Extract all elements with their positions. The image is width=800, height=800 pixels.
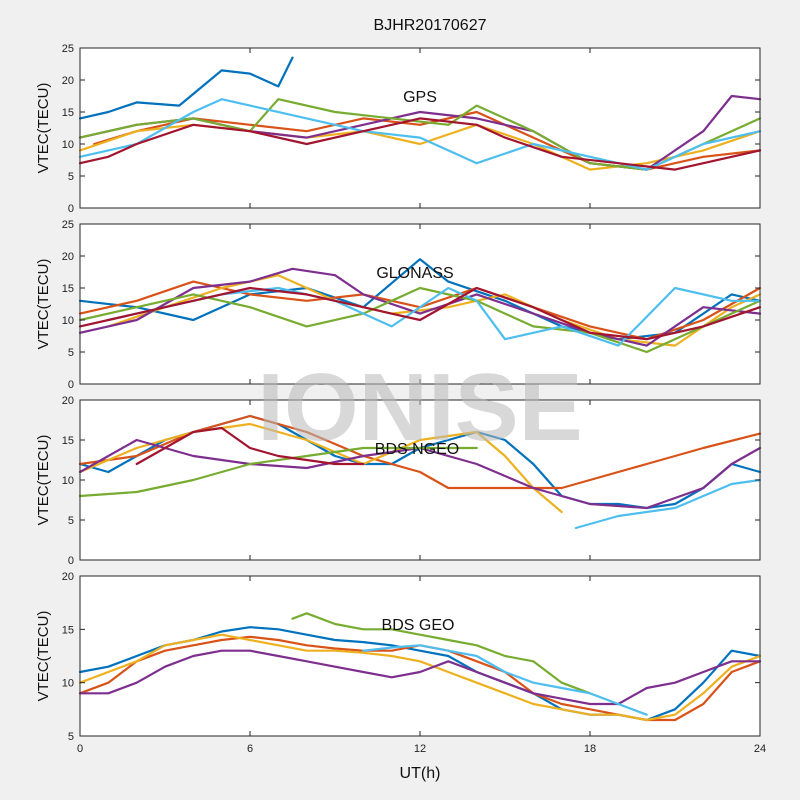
y-tick-label: 10 bbox=[62, 315, 74, 327]
y-tick-label: 25 bbox=[62, 43, 74, 55]
y-tick-label: 15 bbox=[62, 107, 74, 119]
series-line-5 bbox=[78, 446, 478, 498]
plot-area bbox=[80, 224, 760, 384]
y-tick-label: 20 bbox=[62, 75, 74, 87]
panel-3: 0 5 10 15 20 VTEC(TECU) BDS NGEO bbox=[35, 395, 762, 567]
series-line-4 bbox=[78, 649, 762, 706]
y-tick-label: 25 bbox=[62, 219, 74, 231]
y-tick-label: 5 bbox=[68, 515, 74, 527]
series-line-5 bbox=[78, 286, 762, 354]
series-line-5 bbox=[291, 612, 592, 695]
y-tick-label: 10 bbox=[62, 678, 74, 690]
series-line-6 bbox=[574, 478, 762, 530]
y-tick-label: 5 bbox=[68, 171, 74, 183]
x-axis-label: UT(h) bbox=[400, 765, 441, 782]
y-tick-label: 20 bbox=[62, 251, 74, 263]
y-tick-label: 20 bbox=[62, 395, 74, 407]
plot-area bbox=[80, 576, 760, 736]
series-line-7 bbox=[78, 117, 762, 171]
y-tick-label: 20 bbox=[62, 571, 74, 583]
y-axis-label: VTEC(TECU) bbox=[35, 83, 52, 174]
series-line-7 bbox=[135, 426, 365, 466]
x-tick-label: 12 bbox=[414, 743, 426, 755]
y-tick-label: 10 bbox=[62, 475, 74, 487]
panel-label: GLONASS bbox=[376, 265, 453, 282]
y-axis-label: VTEC(TECU) bbox=[35, 259, 52, 350]
y-tick-label: 15 bbox=[62, 435, 74, 447]
y-tick-label: 0 bbox=[68, 203, 74, 215]
panel-2: 0 5 10 15 20 25 VTEC(TECU) GLONASS bbox=[35, 219, 762, 391]
y-tick-label: 5 bbox=[68, 347, 74, 359]
series-line-4 bbox=[78, 438, 762, 510]
series-line-3 bbox=[107, 274, 762, 347]
y-tick-label: 15 bbox=[62, 283, 74, 295]
x-tick-label: 24 bbox=[754, 743, 766, 755]
panel-1: 0 5 10 15 20 25 VTEC(TECU) GPS bbox=[35, 43, 762, 215]
y-axis-label: VTEC(TECU) bbox=[35, 611, 52, 702]
x-tick-label: 6 bbox=[247, 743, 253, 755]
series-line-7 bbox=[78, 286, 762, 341]
y-tick-label: 0 bbox=[68, 379, 74, 391]
series-line-4 bbox=[78, 267, 762, 347]
y-tick-label: 5 bbox=[68, 731, 74, 743]
panel-4: 5 10 15 20 0 6 12 18 24 VTEC(TECU) BDS GEO bbox=[35, 571, 766, 755]
y-tick-label: 10 bbox=[62, 139, 74, 151]
watermark: IONISE bbox=[257, 354, 582, 461]
x-tick-label: 0 bbox=[77, 743, 83, 755]
y-tick-label: 0 bbox=[68, 555, 74, 567]
x-tick-label: 18 bbox=[584, 743, 596, 755]
plot-area bbox=[80, 48, 760, 208]
series-line-3 bbox=[78, 633, 762, 722]
y-tick-label: 15 bbox=[62, 624, 74, 636]
series-line-1 bbox=[78, 56, 294, 120]
series-line-6 bbox=[362, 644, 648, 716]
y-axis-label: VTEC(TECU) bbox=[35, 435, 52, 526]
panel-label: BDS NGEO bbox=[375, 441, 459, 458]
figure-title: BJHR20170627 bbox=[374, 17, 487, 34]
panel-label: BDS GEO bbox=[382, 617, 455, 634]
panel-label: GPS bbox=[403, 89, 437, 106]
